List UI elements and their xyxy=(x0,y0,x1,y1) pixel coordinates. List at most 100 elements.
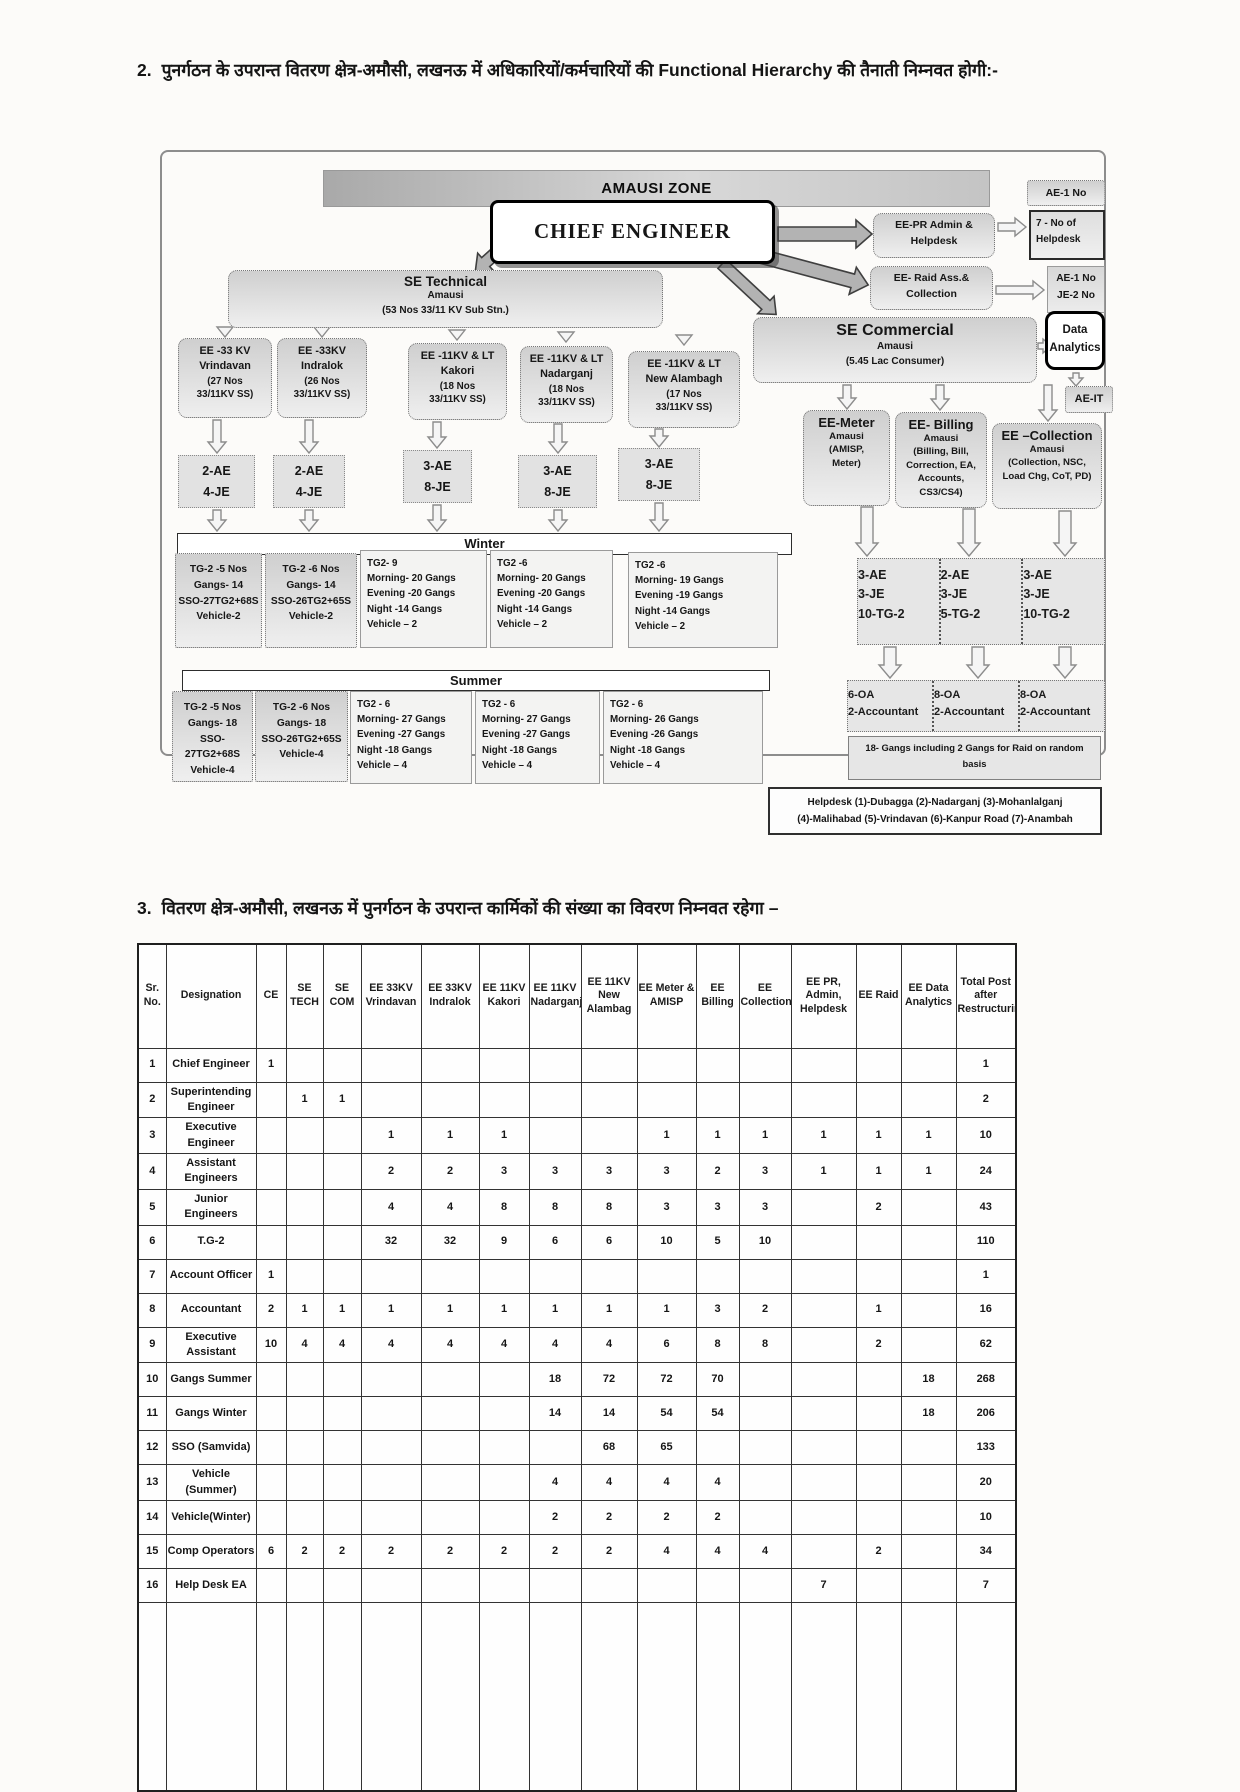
value-cell: 2 xyxy=(580,1534,638,1570)
helpdesk-count-box: 7 - No of Helpdesk xyxy=(1029,210,1105,260)
value-cell xyxy=(790,1362,857,1398)
value-cell: 18 xyxy=(900,1396,957,1432)
ee-collection-box: EE –Collection Amausi (Collection, NSC, Lo… xyxy=(992,423,1102,509)
value-cell: 1 xyxy=(360,1292,422,1328)
sr-no-cell: 8 xyxy=(137,1292,167,1328)
ee-pr-admin-helpdesk-box: EE-PR Admin & Helpdesk xyxy=(873,213,995,258)
column-header: SE COM xyxy=(322,943,362,1049)
value-cell: 4 xyxy=(738,1534,792,1570)
table-row: 15 Comp Operators 6 2 2 2 2 2 2 2 4 4 4 2 34 xyxy=(137,1534,1017,1570)
division-name: EE -33 KV Vrindavan xyxy=(199,345,251,372)
chief-engineer-box: CHIEF ENGINEER xyxy=(490,200,775,264)
hierarchy-chart: AMAUSI ZONE CHIEF ENGINEER EE-PR Admin &… xyxy=(160,150,1113,840)
winter-box-new-alambagh: TG2 -6 Morning- 19 Gangs Evening -19 Gangs… xyxy=(628,552,778,648)
value-cell: 24 xyxy=(955,1153,1017,1190)
value-cell xyxy=(285,1188,324,1226)
value-cell: 1 xyxy=(855,1153,902,1190)
value-cell xyxy=(478,1258,530,1294)
value-cell: 3 xyxy=(738,1153,792,1190)
ee-division-kakori: EE -11KV & LT Kakori (18 Nos 33/11KV SS) xyxy=(408,343,507,420)
designation-cell: Gangs Winter xyxy=(165,1396,257,1432)
value-cell: 32 xyxy=(420,1224,480,1260)
value-cell xyxy=(855,1568,902,1604)
designation-cell: Vehicle(Winter) xyxy=(165,1500,257,1536)
designation-cell: Gangs Summer xyxy=(165,1362,257,1398)
value-cell: 2 xyxy=(420,1153,480,1190)
ee-billing-box: EE- Billing Amausi (Billing, Bill, Correct… xyxy=(895,412,987,508)
value-cell: 1 xyxy=(955,1258,1017,1294)
column-header: Sr. No. xyxy=(137,943,167,1049)
summer-section-label: Summer xyxy=(182,670,770,691)
value-cell xyxy=(790,1081,857,1119)
value-cell xyxy=(855,1430,902,1466)
value-cell: 2 xyxy=(322,1534,362,1570)
value-cell: 1 xyxy=(420,1117,480,1155)
value-cell: 72 xyxy=(636,1362,697,1398)
value-cell xyxy=(420,1500,480,1536)
value-cell: 1 xyxy=(255,1258,287,1294)
empty-cell xyxy=(420,1602,480,1792)
value-cell xyxy=(322,1430,362,1466)
table-row: 11 Gangs Winter 14 14 54 54 18 206 xyxy=(137,1396,1017,1432)
empty-cell xyxy=(580,1602,638,1792)
value-cell xyxy=(285,1568,324,1604)
value-cell xyxy=(900,1258,957,1294)
designation-cell: Executive Engineer xyxy=(165,1117,257,1155)
column-header: Total Post after Restructuring xyxy=(955,943,1017,1049)
value-cell xyxy=(322,1117,362,1155)
helpdesk-locations-note: Helpdesk (1)-Dubagga (2)-Nadarganj (3)-M… xyxy=(768,787,1102,835)
value-cell xyxy=(322,1362,362,1398)
division-detail: (18 Nos 33/11KV SS) xyxy=(429,381,486,406)
oa-accountant-group: 6-OA 2-Accountant 8-OA 2-Accountant 8-OA 2-… xyxy=(847,680,1105,732)
sr-no-cell: 4 xyxy=(137,1153,167,1190)
value-cell: 1 xyxy=(738,1117,792,1155)
data-analytics-box: Data Analytics xyxy=(1045,311,1105,370)
value-cell xyxy=(855,1362,902,1398)
sr-no-cell: 7 xyxy=(137,1258,167,1294)
value-cell xyxy=(478,1396,530,1432)
value-cell xyxy=(420,1430,480,1466)
value-cell xyxy=(360,1464,422,1502)
value-cell xyxy=(478,1362,530,1398)
ee-collection-title: EE –Collection xyxy=(1001,428,1093,443)
staff-count-collection: 3-AE 3-JE 10-TG-2 xyxy=(1021,559,1104,644)
column-header: EE 33KV Indralok xyxy=(420,943,480,1049)
empty-cell xyxy=(738,1602,792,1792)
value-cell xyxy=(900,1534,957,1570)
table-row: 4 Assistant Engineers 2 2 3 3 3 3 2 3 1 1 1 24 xyxy=(137,1153,1017,1190)
ee-raid-collection-box: EE- Raid Ass.& Collection xyxy=(870,266,993,310)
division-name: EE -11KV & LT Nadarganj xyxy=(529,353,604,380)
division-name: EE -33KV Indralok xyxy=(297,345,346,372)
value-cell: 1 xyxy=(900,1153,957,1190)
value-cell xyxy=(695,1568,740,1604)
value-cell: 2 xyxy=(420,1534,480,1570)
value-cell xyxy=(790,1396,857,1432)
empty-cell xyxy=(636,1602,697,1792)
value-cell: 1 xyxy=(636,1117,697,1155)
value-cell: 65 xyxy=(636,1430,697,1466)
value-cell: 3 xyxy=(478,1153,530,1190)
value-cell: 2 xyxy=(528,1534,582,1570)
value-cell: 4 xyxy=(695,1534,740,1570)
value-cell: 43 xyxy=(955,1188,1017,1226)
designation-cell: Assistant Engineers xyxy=(165,1153,257,1190)
table-row: 7 Account Officer 1 1 xyxy=(137,1258,1017,1294)
value-cell xyxy=(695,1430,740,1466)
designation-cell: Chief Engineer xyxy=(165,1047,257,1083)
value-cell: 206 xyxy=(955,1396,1017,1432)
ae-je-count-nadarganj: 3-AE 8-JE xyxy=(518,455,597,508)
summer-box-kakori: TG2 - 6 Morning- 27 Gangs Evening -27 Gang… xyxy=(350,691,472,784)
value-cell xyxy=(636,1258,697,1294)
winter-box-vrindavan: TG-2 -5 Nos Gangs- 14 SSO-27TG2+68S Vehicle… xyxy=(175,553,262,648)
value-cell xyxy=(255,1117,287,1155)
value-cell xyxy=(900,1047,957,1083)
value-cell xyxy=(322,1153,362,1190)
value-cell: 8 xyxy=(580,1188,638,1226)
empty-cell xyxy=(695,1602,740,1792)
value-cell xyxy=(855,1396,902,1432)
winter-box-indralok: TG-2 -6 Nos Gangs- 14 SSO-26TG2+65S Vehicle… xyxy=(265,553,357,648)
value-cell xyxy=(420,1568,480,1604)
value-cell xyxy=(790,1188,857,1226)
table-row: 12 SSO (Samvida) 68 65 133 xyxy=(137,1430,1017,1466)
table-row: 3 Executive Engineer 1 1 1 1 1 1 1 1 1 10 xyxy=(137,1117,1017,1155)
